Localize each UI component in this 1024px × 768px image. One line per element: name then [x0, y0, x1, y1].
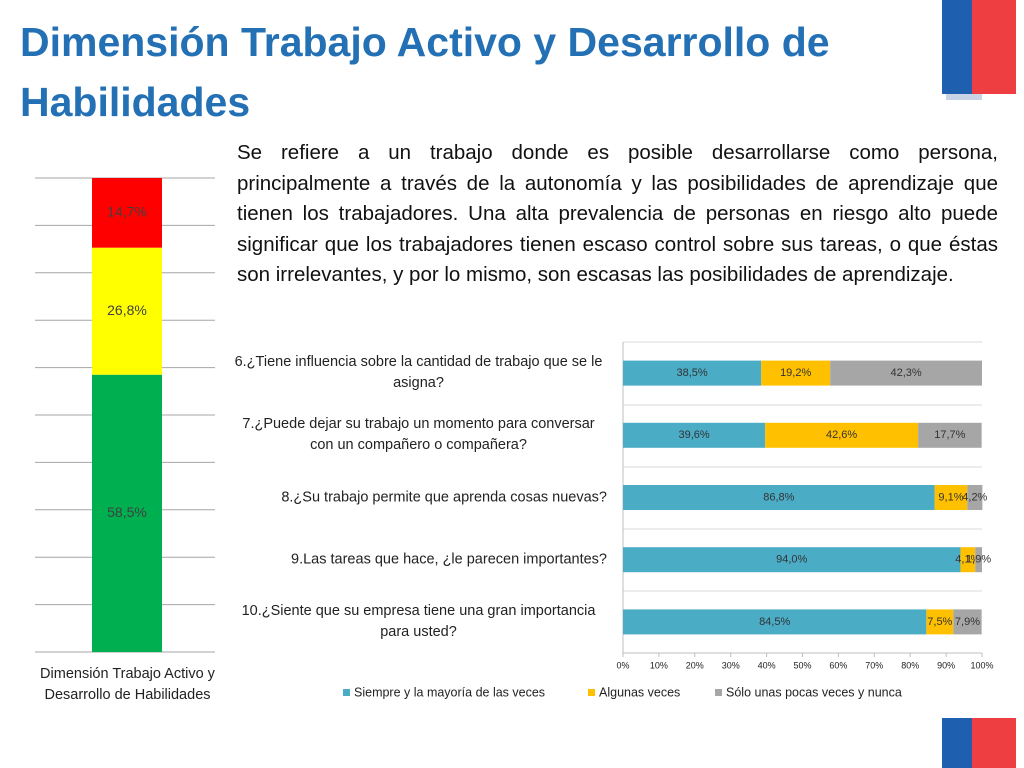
value-label: 26,8% [107, 302, 147, 318]
bar-segment [623, 609, 927, 635]
bar-segment [830, 360, 982, 386]
x-tick-label: Dimensión Trabajo Activo y Desarrollo de… [40, 666, 215, 703]
bar-segment [975, 547, 982, 573]
bar-segment [953, 609, 982, 635]
flag-icon-bottom [942, 718, 1016, 768]
legend-label: Sólo unas pocas veces y nunca [726, 685, 902, 699]
y-tick-label-box: 7.¿Puede dejar su trabajo un momento par… [230, 414, 607, 456]
x-tick-label: 30% [722, 660, 740, 670]
bar-segment [967, 485, 983, 510]
bar-segment [92, 178, 162, 248]
value-label: 42,6% [826, 429, 857, 441]
x-tick-label: 80% [901, 660, 919, 670]
value-label: 7,9% [955, 616, 980, 628]
y-tick-label-box: 9.Las tareas que hace, ¿le parecen impor… [230, 549, 607, 570]
value-label: 1,9% [966, 554, 991, 566]
y-tick-label: 6.¿Tiene influencia sobre la cantidad de… [234, 354, 603, 392]
legend-label: Siempre y la mayoría de las veces [354, 685, 545, 699]
bar-segment [765, 422, 919, 448]
value-label: 4,1% [955, 554, 980, 566]
x-tick-label: 100% [970, 660, 993, 670]
bar-segment [918, 422, 982, 448]
x-tick-label: 50% [793, 660, 811, 670]
x-tick-label: 20% [686, 660, 704, 670]
x-tick-label: 70% [865, 660, 883, 670]
bar-segment [926, 609, 954, 635]
title: Dimensión Trabajo Activo y Desarrollo de… [20, 19, 830, 125]
bar-segment [960, 547, 976, 573]
paragraph: Se refiere a un trabajo donde es posible… [237, 141, 998, 286]
y-tick-label: 8.¿Su trabajo permite que aprenda cosas … [281, 489, 607, 505]
x-tick-label: 60% [829, 660, 847, 670]
value-label: 7,5% [927, 616, 952, 628]
bar-segment [934, 485, 968, 510]
value-label: 14,7% [107, 204, 147, 220]
value-label: 38,5% [677, 367, 708, 379]
x-tick-label: 40% [758, 660, 776, 670]
y-tick-label-box: 8.¿Su trabajo permite que aprenda cosas … [230, 487, 607, 508]
value-label: 39,6% [678, 429, 709, 441]
value-label: 94,0% [776, 554, 807, 566]
bar-segment [623, 360, 762, 386]
y-tick-label-box: 6.¿Tiene influencia sobre la cantidad de… [230, 352, 607, 394]
bar-segment [92, 374, 162, 652]
bar-segment [761, 360, 831, 386]
legend-label: Algunas veces [599, 685, 680, 699]
value-label: 86,8% [763, 491, 794, 503]
value-label: 17,7% [934, 429, 965, 441]
legend-swatch [588, 689, 595, 696]
value-label: 4,2% [962, 491, 987, 503]
bar-segment [92, 247, 162, 375]
bar-segment [623, 547, 961, 573]
bar-segment [623, 485, 935, 510]
x-tick-label: 10% [650, 660, 668, 670]
legend-swatch [343, 689, 350, 696]
value-label: 42,3% [890, 367, 921, 379]
y-tick-label: 9.Las tareas que hace, ¿le parecen impor… [291, 551, 607, 568]
value-label: 58,5% [107, 504, 147, 520]
y-tick-label: 7.¿Puede dejar su trabajo un momento par… [242, 416, 595, 454]
legend-swatch [715, 689, 722, 696]
bar-segment [623, 422, 766, 448]
value-label: 19,2% [780, 367, 811, 379]
y-tick-label-box: 10.¿Siente que su empresa tiene una gran… [230, 601, 607, 643]
value-label: 9,1% [938, 491, 963, 503]
x-tick-label: 0% [616, 660, 629, 670]
flag-icon [942, 0, 1016, 100]
category-separators [623, 341, 982, 592]
x-tick-label: 90% [937, 660, 955, 670]
value-label: 84,5% [759, 616, 790, 628]
y-tick-label: 10.¿Siente que su empresa tiene una gran… [241, 602, 596, 640]
